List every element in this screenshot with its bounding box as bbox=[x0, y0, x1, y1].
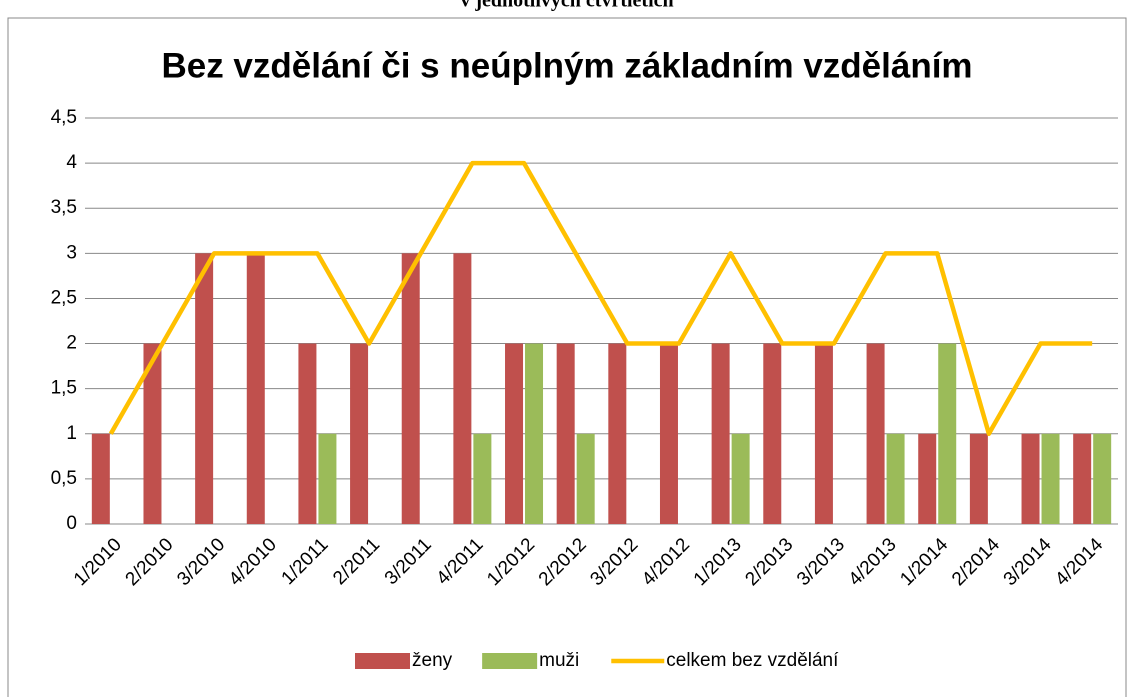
bar bbox=[1093, 433, 1112, 524]
bar bbox=[505, 343, 524, 524]
x-tick-label: 1/2014 bbox=[896, 534, 952, 590]
bar bbox=[918, 433, 937, 524]
x-tick-label: 4/2014 bbox=[1051, 534, 1107, 590]
bar bbox=[1073, 433, 1092, 524]
bar bbox=[938, 343, 957, 524]
bar bbox=[969, 433, 988, 524]
x-tick-label: 2/2011 bbox=[329, 534, 384, 589]
bar bbox=[143, 343, 162, 524]
y-tick-label: 4,5 bbox=[51, 107, 77, 128]
x-tick-label: 4/2010 bbox=[225, 534, 281, 590]
bar bbox=[731, 433, 750, 524]
x-tick-label: 1/2010 bbox=[70, 534, 126, 590]
bar bbox=[401, 253, 420, 525]
bar bbox=[473, 433, 492, 524]
legend-label: ženy bbox=[412, 650, 453, 671]
bar bbox=[525, 343, 544, 524]
x-tick-label: 2/2013 bbox=[741, 534, 797, 590]
chart-border bbox=[7, 17, 1127, 697]
bar bbox=[886, 433, 905, 524]
y-tick-label: 3,5 bbox=[51, 197, 77, 218]
x-tick-label: 2/2012 bbox=[535, 534, 591, 590]
y-tick-label: 4 bbox=[66, 152, 77, 173]
legend-swatch bbox=[482, 653, 538, 669]
bar bbox=[659, 343, 678, 524]
x-tick-label: 3/2012 bbox=[586, 534, 642, 590]
y-tick-label: 0 bbox=[66, 513, 77, 534]
bar bbox=[556, 343, 575, 524]
y-tick-label: 3 bbox=[66, 242, 77, 263]
x-tick-label: 4/2011 bbox=[433, 534, 488, 589]
bar bbox=[814, 343, 833, 524]
x-tick-label: 4/2013 bbox=[845, 534, 901, 590]
bar bbox=[608, 343, 627, 524]
x-tick-label: 1/2013 bbox=[690, 534, 746, 590]
x-tick-label: 1/2011 bbox=[278, 534, 333, 589]
y-tick-label: 2 bbox=[66, 333, 77, 354]
y-tick-label: 1 bbox=[66, 423, 77, 444]
x-tick-label: 3/2010 bbox=[173, 534, 229, 590]
bar bbox=[350, 343, 369, 524]
bar bbox=[1021, 433, 1040, 524]
y-tick-label: 1,5 bbox=[51, 378, 77, 399]
x-tick-label: 2/2014 bbox=[948, 534, 1004, 590]
y-tick-label: 2,5 bbox=[51, 287, 77, 308]
bar bbox=[763, 343, 782, 524]
bar bbox=[866, 343, 885, 524]
x-tick-label: 2/2010 bbox=[122, 534, 178, 590]
bar bbox=[711, 343, 730, 524]
bar bbox=[91, 433, 110, 524]
bar bbox=[246, 253, 265, 525]
chart-title: Bez vzdělání či s neúplným základním vzd… bbox=[161, 46, 972, 85]
supertitle: v jednotlivých čtvrtletích bbox=[460, 0, 673, 12]
y-tick-label: 0,5 bbox=[51, 468, 77, 489]
legend-swatch bbox=[355, 653, 410, 669]
x-tick-label: 4/2012 bbox=[638, 534, 694, 590]
legend-label: muži bbox=[539, 650, 579, 671]
bar bbox=[453, 253, 472, 525]
bar bbox=[298, 343, 317, 524]
line bbox=[108, 160, 1093, 437]
x-tick-label: 3/2014 bbox=[1000, 534, 1056, 590]
bar bbox=[576, 433, 595, 524]
bar bbox=[1041, 433, 1060, 524]
x-tick-label: 3/2011 bbox=[381, 534, 436, 589]
bar bbox=[318, 433, 337, 524]
x-tick-label: 3/2013 bbox=[793, 534, 849, 590]
bar bbox=[195, 253, 214, 525]
legend-label: celkem bez vzdělání bbox=[666, 650, 839, 671]
x-tick-label: 1/2012 bbox=[483, 534, 539, 590]
